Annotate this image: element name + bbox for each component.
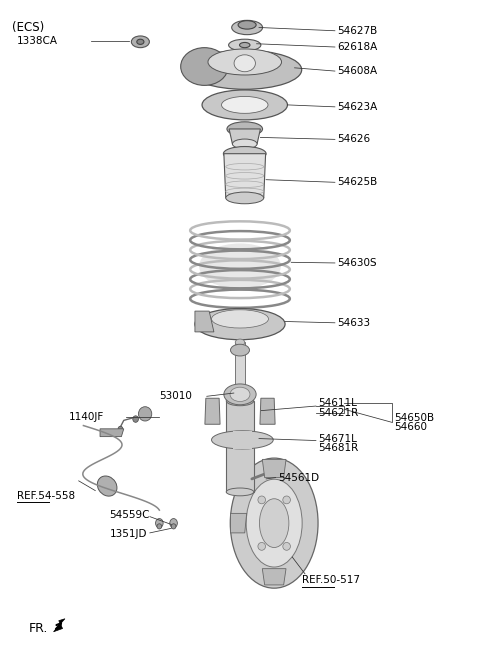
Text: 54621R: 54621R (318, 407, 359, 418)
Polygon shape (233, 431, 252, 449)
Text: 53010: 53010 (159, 391, 192, 401)
Ellipse shape (212, 431, 273, 449)
Ellipse shape (232, 139, 257, 149)
Ellipse shape (283, 496, 290, 504)
Polygon shape (235, 342, 245, 455)
Ellipse shape (268, 467, 276, 475)
Ellipse shape (170, 519, 178, 527)
Text: 62618A: 62618A (337, 42, 377, 52)
Polygon shape (195, 311, 214, 332)
Ellipse shape (227, 122, 263, 136)
Ellipse shape (230, 458, 318, 588)
Ellipse shape (157, 523, 162, 529)
Text: (ECS): (ECS) (12, 21, 45, 34)
Text: 54561D: 54561D (278, 472, 319, 483)
Ellipse shape (228, 39, 261, 51)
Ellipse shape (230, 387, 250, 401)
Ellipse shape (230, 344, 250, 356)
Ellipse shape (258, 496, 265, 504)
Text: 54608A: 54608A (337, 66, 377, 76)
Ellipse shape (221, 96, 268, 113)
Ellipse shape (180, 48, 228, 85)
Ellipse shape (202, 90, 288, 120)
Polygon shape (224, 154, 265, 198)
Ellipse shape (246, 480, 302, 567)
Text: 54660: 54660 (394, 422, 427, 432)
Ellipse shape (226, 488, 254, 496)
Ellipse shape (97, 476, 117, 496)
Ellipse shape (258, 543, 265, 550)
Text: 54559C: 54559C (109, 510, 150, 520)
Ellipse shape (238, 21, 256, 29)
Text: 54671L: 54671L (318, 434, 357, 443)
Ellipse shape (283, 543, 290, 550)
Ellipse shape (137, 39, 144, 45)
Text: REF.50-517: REF.50-517 (301, 575, 360, 585)
Ellipse shape (226, 192, 264, 204)
Ellipse shape (195, 308, 285, 340)
Polygon shape (100, 429, 124, 437)
Ellipse shape (223, 146, 266, 161)
Ellipse shape (133, 416, 138, 422)
Ellipse shape (212, 310, 268, 328)
Polygon shape (262, 459, 286, 478)
Text: 1351JD: 1351JD (109, 529, 147, 539)
Text: 54630S: 54630S (337, 258, 377, 268)
Polygon shape (229, 129, 261, 144)
Ellipse shape (171, 523, 176, 529)
Ellipse shape (234, 55, 255, 72)
Ellipse shape (188, 51, 301, 89)
Ellipse shape (138, 407, 152, 421)
Polygon shape (226, 401, 254, 492)
Ellipse shape (226, 396, 254, 405)
Text: 1140JF: 1140JF (69, 412, 105, 422)
Text: 1338CA: 1338CA (17, 36, 58, 46)
Text: REF.54-558: REF.54-558 (17, 491, 75, 501)
Ellipse shape (156, 519, 163, 527)
Polygon shape (205, 398, 220, 424)
Text: 54625B: 54625B (337, 177, 377, 188)
Text: 54611L: 54611L (318, 398, 357, 408)
Ellipse shape (132, 36, 149, 48)
Text: 54681R: 54681R (318, 443, 359, 453)
Text: 54626: 54626 (337, 134, 371, 144)
Ellipse shape (199, 243, 281, 289)
Ellipse shape (232, 20, 263, 35)
Text: 54633: 54633 (337, 318, 371, 328)
Polygon shape (260, 398, 275, 424)
Text: FR.: FR. (29, 622, 48, 635)
Text: 54650B: 54650B (394, 413, 434, 422)
Polygon shape (54, 619, 65, 632)
Ellipse shape (224, 384, 256, 405)
Ellipse shape (240, 43, 250, 48)
Ellipse shape (260, 499, 289, 548)
Text: 54627B: 54627B (337, 26, 377, 35)
Polygon shape (262, 569, 286, 585)
Ellipse shape (118, 426, 123, 432)
Ellipse shape (235, 339, 245, 346)
Ellipse shape (208, 49, 281, 75)
Polygon shape (230, 514, 247, 533)
Text: 54623A: 54623A (337, 102, 377, 112)
